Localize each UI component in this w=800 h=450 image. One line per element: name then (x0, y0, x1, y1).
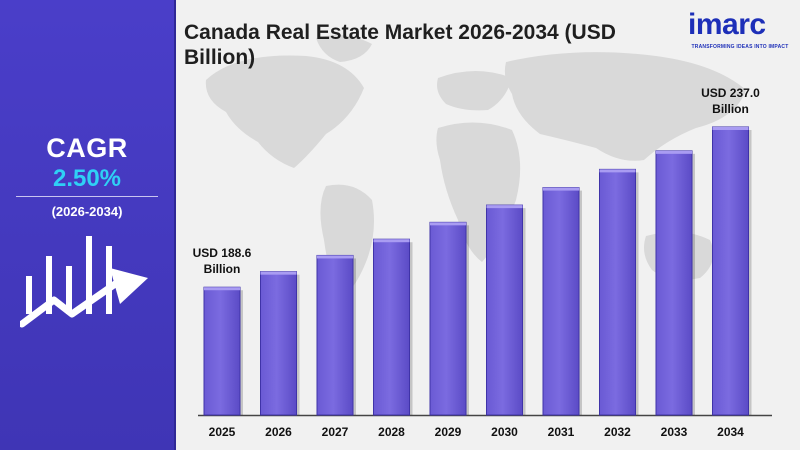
bar-top-highlight (486, 205, 523, 209)
x-tick-label: 2032 (604, 425, 631, 439)
cagr-label: CAGR (46, 133, 128, 163)
growth-chart-icon (20, 236, 148, 328)
bar-2030 (486, 204, 523, 416)
x-tick-label: 2030 (491, 425, 518, 439)
x-tick-label: 2028 (378, 425, 405, 439)
bar-top-highlight (543, 187, 579, 191)
bar-2033 (655, 150, 693, 416)
bar-2031 (542, 187, 580, 416)
x-tick-label: 2026 (265, 425, 292, 439)
cagr-period: (2026-2034) (51, 204, 123, 219)
x-tick-label: 2033 (661, 425, 688, 439)
bar-chart: 2025 2026 2027 2028 2029 2030 2031 2032 2033 2034 (198, 126, 772, 439)
bar-top-highlight (430, 222, 466, 226)
bar-top-highlight (260, 271, 297, 275)
bar-top-highlight (712, 127, 749, 130)
value-annotation-2034: USD 237.0 Billion (686, 85, 776, 117)
logo-wordmark: imarc (688, 8, 766, 41)
cagr-divider (16, 196, 158, 197)
bar-2028 (373, 238, 410, 416)
bar-top-highlight (317, 255, 353, 259)
x-tick-label: 2029 (435, 425, 462, 439)
x-tick-label: 2034 (717, 425, 744, 439)
page-title: Canada Real Estate Market 2026-2034 (USD… (184, 21, 616, 69)
sidebar-panel: CAGR 2.50% (2026-2034) (0, 0, 176, 450)
bar-2029 (429, 221, 467, 416)
bar-2032 (599, 168, 636, 416)
bar-2026 (260, 271, 297, 416)
bar-2025 (203, 286, 241, 416)
x-tick-label: 2025 (209, 425, 236, 439)
imarc-logo: imarc TRANSFORMING IDEAS INTO IMPACT (684, 8, 796, 52)
bar-2027 (316, 254, 354, 416)
bar-top-highlight (373, 239, 410, 243)
bar-2034 (712, 126, 749, 416)
annotation-line-1: USD 188.6 (192, 246, 252, 261)
bar-top-highlight (656, 150, 692, 154)
annotation-line-1: USD 237.0 (701, 86, 760, 100)
bar-top-highlight (204, 287, 240, 291)
x-tick-label: 2031 (548, 425, 575, 439)
cagr-value: 2.50% (52, 165, 122, 192)
logo-tagline: TRANSFORMING IDEAS INTO IMPACT (691, 44, 789, 50)
annotation-line-2: Billion (203, 262, 241, 277)
bar-top-highlight (599, 169, 636, 173)
x-tick-label: 2027 (322, 425, 349, 439)
value-annotation-2025: USD 188.6 Billion (177, 245, 267, 277)
annotation-line-2: Billion (712, 102, 749, 116)
